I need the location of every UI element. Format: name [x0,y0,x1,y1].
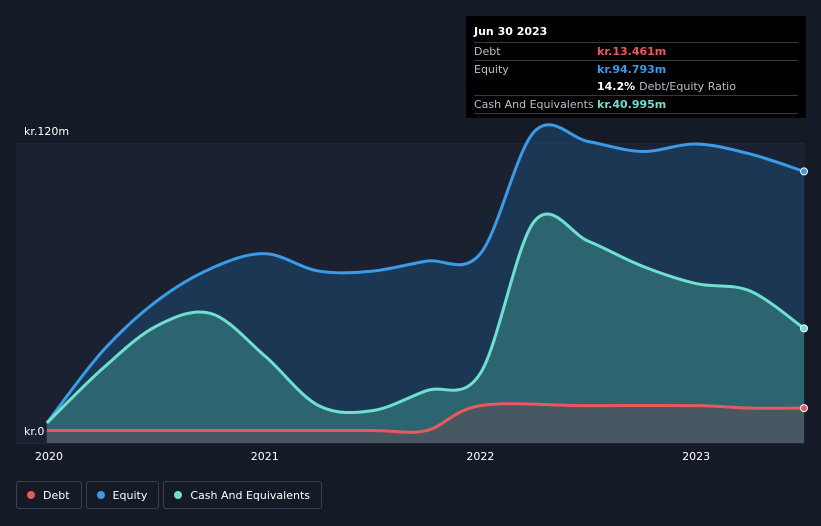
cash-and-equivalents-end-marker [800,324,808,333]
debt-dot-icon [27,491,35,499]
tooltip-row-cash: Cash And Equivalents kr.40.995m [474,96,798,114]
equity-dot-icon [96,491,105,499]
series-areas [46,124,805,443]
tooltip-ratio-value: 14.2% [597,80,636,93]
legend-label-cash: Cash And Equivalents [190,488,310,502]
legend-item-debt[interactable]: Debt [16,481,82,509]
tooltip-row-ratio: 14.2% Debt/Equity Ratio [474,78,798,96]
legend-item-cash[interactable]: Cash And Equivalents [163,481,322,509]
debt-end-marker [800,404,808,413]
tooltip-debt-label: Debt [474,45,501,58]
legend-label-equity: Equity [112,488,148,502]
tooltip-equity-value: kr.94.793m [597,63,667,76]
x-tick-label: 2022 [466,450,494,463]
cash-and-equivalents-line [45,212,805,425]
legend: Debt Equity Cash And Equivalents [16,481,322,511]
tooltip-debt-value: kr.13.461m [597,45,667,58]
y-axis-bottom-label: kr.0 [24,425,44,438]
x-tick-label: 2021 [251,450,279,463]
legend-item-equity[interactable]: Equity [85,481,160,509]
x-axis-ticks: 2020 2021 2022 2023 [35,450,710,463]
equity-line [45,123,805,424]
tooltip-date: Jun 30 2023 [474,22,798,43]
equity-end-marker [800,167,808,176]
x-tick-label: 2020 [35,450,63,463]
debt-area [46,403,805,443]
debt-line [46,402,805,434]
tooltip-row-equity: Equity kr.94.793m [474,61,798,78]
tooltip-equity-label: Equity [474,63,509,76]
tooltip-panel: Jun 30 2023 Debt kr.13.461m Equity kr.94… [466,16,806,118]
tooltip-ratio-label: Debt/Equity Ratio [639,80,736,93]
cash-dot-icon [174,491,183,499]
tooltip-cash-label: Cash And Equivalents [474,98,594,111]
series-lines [45,123,805,434]
tooltip-ratio: 14.2% Debt/Equity Ratio [597,78,736,95]
cash-and-equivalents-area [46,213,805,443]
y-axis-top-label: kr.120m [24,125,69,138]
tooltip-row-debt: Debt kr.13.461m [474,43,798,61]
x-tick-label: 2023 [682,450,710,463]
legend-label-debt: Debt [43,488,70,502]
end-markers [800,167,808,413]
tooltip-cash-value: kr.40.995m [597,98,667,111]
